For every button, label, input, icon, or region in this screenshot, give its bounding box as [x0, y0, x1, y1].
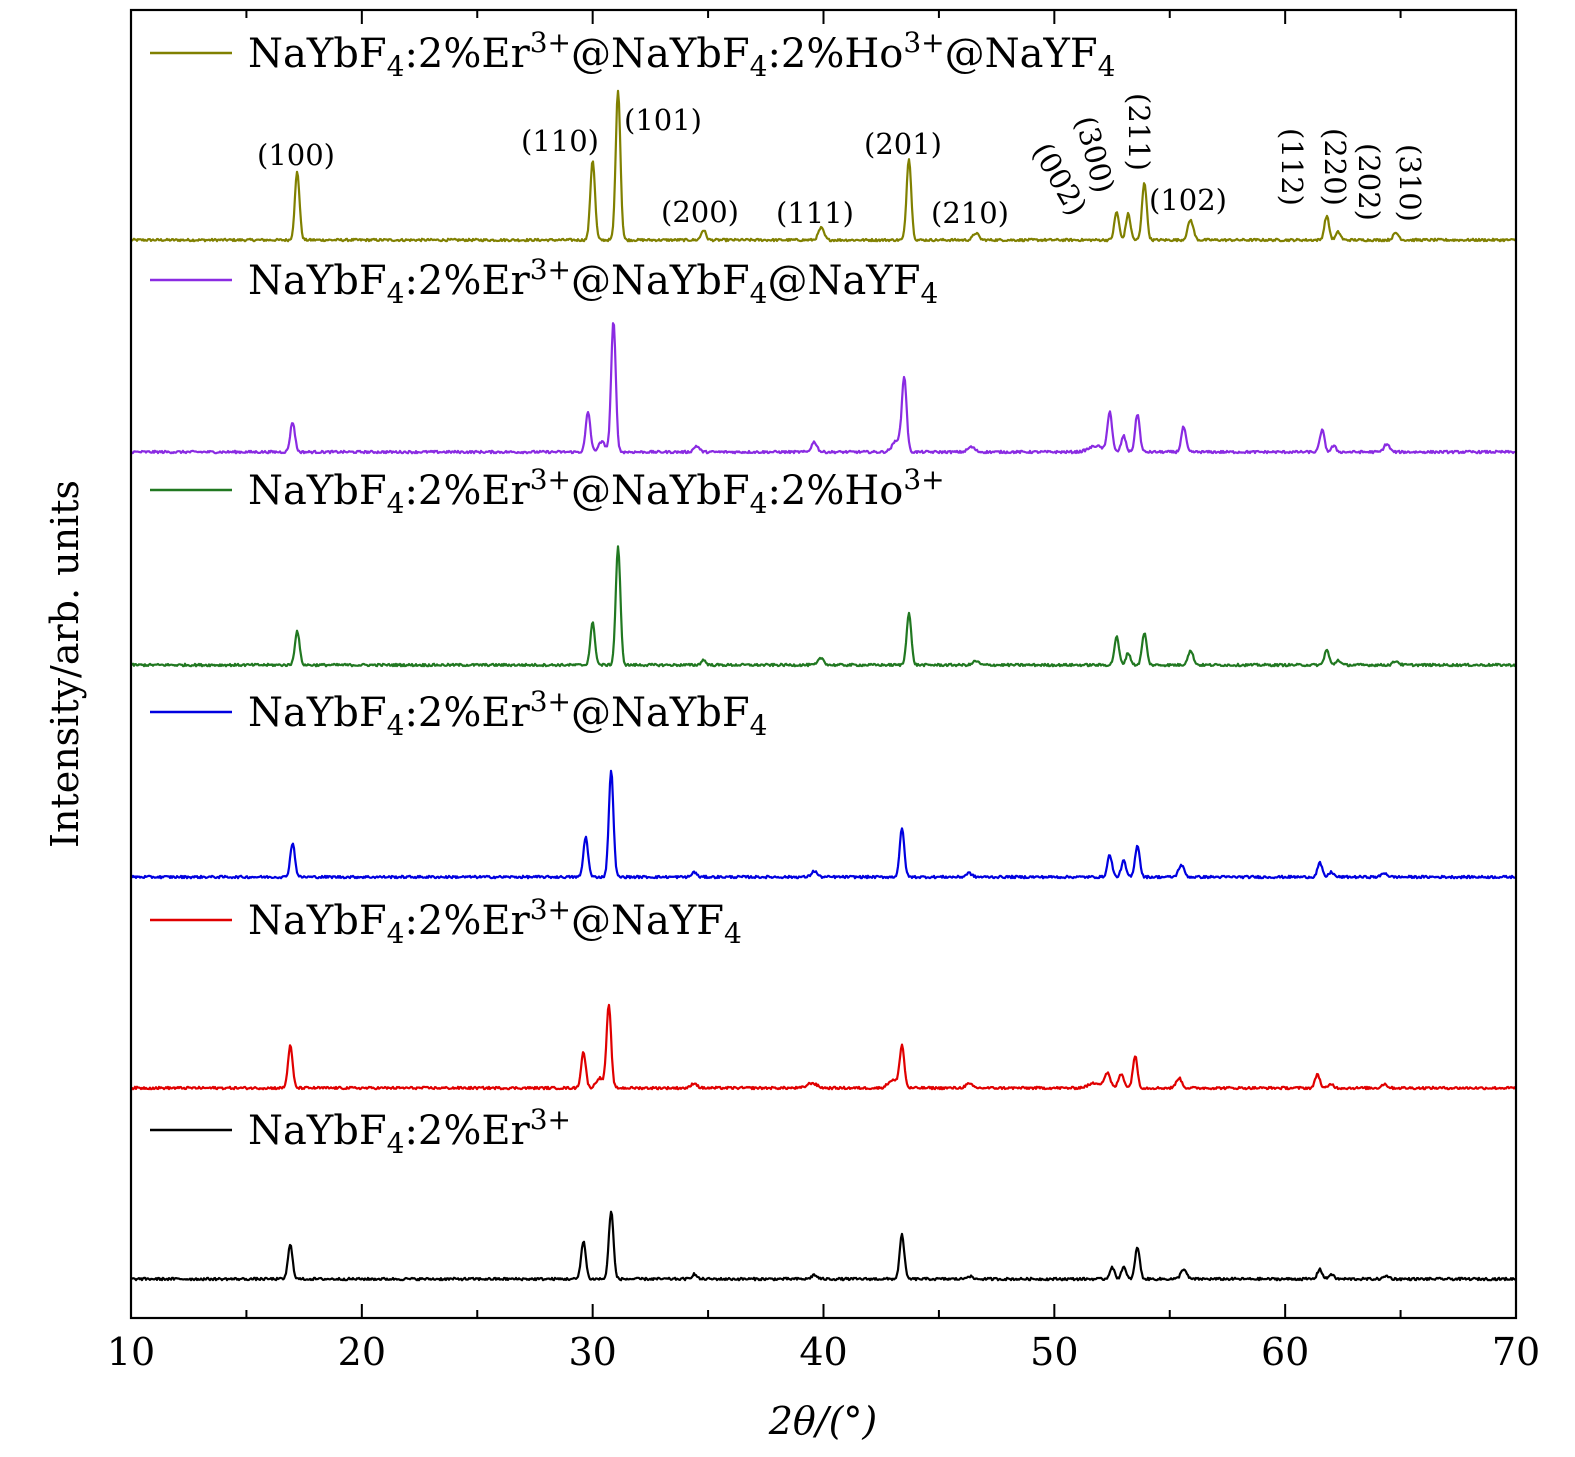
- x-tick-label: 10: [107, 1330, 155, 1374]
- series-line: [130, 769, 1517, 880]
- peak-label: (111): [776, 196, 854, 230]
- peak-label: (211): [1122, 93, 1156, 171]
- y-axis-title: Intensity/arb. units: [43, 480, 87, 848]
- peak-label: (200): [661, 195, 739, 229]
- legend-label: NaYbF4:2%Er3+@NaYbF4:2%Ho3+@NaYF4: [248, 26, 1115, 83]
- x-tick-label: 20: [338, 1330, 386, 1374]
- legend: NaYbF4:2%Er3+@NaYbF4:2%Ho3+@NaYF4 NaYbF4:…: [150, 26, 1115, 1160]
- plot-frame: [129, 8, 1518, 1320]
- peak-label: (110): [521, 124, 599, 158]
- peak-label: (210): [931, 196, 1009, 230]
- peak-label: (201): [864, 127, 942, 161]
- series-line: [130, 89, 1517, 243]
- legend-label: NaYbF4:2%Er3+: [248, 1103, 571, 1160]
- peak-label: (220): [1318, 128, 1352, 206]
- peak-annotations: (100) (110)(101)(200) (111)(201)(210) (002)…: [257, 93, 1427, 230]
- peak-label: (310): [1393, 144, 1427, 222]
- legend-label: NaYbF4:2%Er3+@NaYF4: [248, 893, 742, 950]
- axes: 10 20 30 40 50 60 70: [107, 10, 1540, 1374]
- legend-label: NaYbF4:2%Er3+@NaYbF4:2%Ho3+: [248, 463, 945, 520]
- series-line: [130, 322, 1517, 455]
- x-tick-label: 50: [1030, 1330, 1078, 1374]
- peak-label: (112): [1275, 128, 1309, 206]
- x-tick-label: 30: [568, 1330, 616, 1374]
- series-line: [130, 1003, 1517, 1091]
- legend-label: NaYbF4:2%Er3+@NaYbF4: [248, 685, 767, 742]
- peak-label: (102): [1149, 183, 1227, 217]
- peak-label: (101): [624, 103, 702, 137]
- legend-label: NaYbF4:2%Er3+@NaYbF4@NaYF4: [248, 253, 938, 310]
- x-tick-label: 60: [1261, 1330, 1309, 1374]
- curves-layer: [130, 89, 1517, 1282]
- peak-label: (100): [257, 138, 335, 172]
- x-axis-title: 2θ/(°): [768, 1399, 878, 1443]
- x-tick-label: 70: [1492, 1330, 1540, 1374]
- x-tick-label: 40: [799, 1330, 847, 1374]
- series-line: [130, 1210, 1517, 1282]
- series-line: [130, 545, 1517, 668]
- peak-label: (202): [1352, 143, 1386, 221]
